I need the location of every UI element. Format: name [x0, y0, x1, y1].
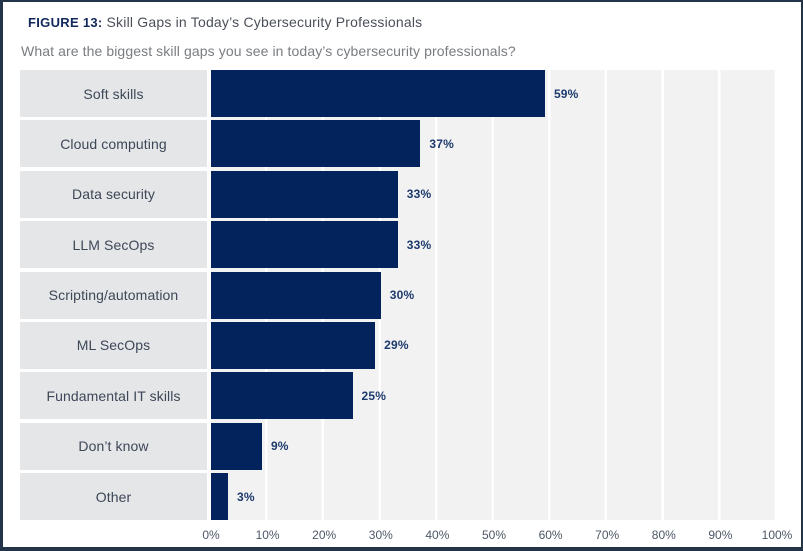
category-label: Scripting/automation [20, 271, 207, 319]
bar [211, 120, 421, 168]
x-axis-tick-label: 60% [538, 528, 563, 543]
x-axis: 0% 10% 20% 30% 40% 50% 60% 70% 80% 90% 100% [202, 520, 792, 547]
bar-row: 33% [211, 221, 777, 269]
bar-row: 37% [211, 120, 777, 168]
x-axis-tick-label: 90% [708, 528, 733, 543]
bar-chart: Soft skills Cloud computing Data security L… [20, 70, 777, 521]
x-axis-tick-label: 70% [595, 528, 620, 543]
bar-row: 9% [211, 422, 777, 470]
x-axis-tick-label: 10% [255, 528, 280, 543]
bar-value-label: 3% [236, 489, 255, 504]
bar-row: 29% [211, 321, 777, 369]
x-axis-tick-label: 30% [368, 528, 393, 543]
x-axis-tick-label: 100% [761, 528, 793, 543]
bar-value-label: 33% [406, 187, 432, 202]
x-axis-tick-label: 40% [425, 528, 450, 543]
bar [211, 372, 353, 420]
x-axis-tick-label: 50% [481, 528, 507, 543]
category-label: Fundamental IT skills [20, 372, 207, 420]
bar [211, 473, 228, 521]
bar [211, 271, 381, 319]
x-axis-tick-label: 20% [312, 528, 337, 543]
bar-value-label: 37% [429, 136, 455, 151]
category-label: Don’t know [20, 422, 207, 470]
bar [211, 70, 545, 117]
category-label: Other [20, 473, 207, 521]
survey-question: What are the biggest skill gaps you see … [21, 43, 516, 59]
bar-row: 33% [211, 170, 777, 218]
bar [211, 422, 262, 470]
figure-header: FIGURE 13: Skill Gaps in Today’s Cybersec… [20, 14, 777, 59]
category-labels-column: Soft skills Cloud computing Data security L… [20, 70, 207, 521]
bar-row: 25% [211, 372, 777, 420]
category-label: Soft skills [20, 70, 207, 117]
category-label: Cloud computing [20, 120, 207, 168]
x-axis-tick-label: 0% [202, 528, 220, 543]
bar-value-label: 59% [553, 86, 579, 101]
bar-value-label: 30% [389, 288, 415, 303]
category-label: ML SecOps [20, 321, 207, 369]
category-label: LLM SecOps [20, 221, 207, 269]
category-label: Data security [20, 170, 207, 218]
bar-row: 59% [211, 70, 777, 117]
plot-area: 59% 37% 33% 33% 30% 29% 25% 9% 3% [211, 70, 777, 521]
bar [211, 170, 398, 218]
bar-value-label: 29% [384, 338, 409, 353]
bar [211, 321, 376, 369]
figure-number-label: FIGURE 13: [28, 15, 103, 30]
bar-value-label: 25% [361, 388, 387, 403]
bar-value-label: 33% [406, 237, 432, 252]
bar-row: 3% [211, 473, 777, 521]
bar-row: 30% [211, 271, 777, 319]
bar [211, 221, 398, 269]
figure-title-row: FIGURE 13: Skill Gaps in Today’s Cybersec… [28, 14, 777, 30]
figure-title: Skill Gaps in Today’s Cybersecurity Prof… [106, 14, 423, 30]
bar-value-label: 9% [270, 439, 289, 454]
x-axis-tick-label: 80% [651, 528, 676, 543]
